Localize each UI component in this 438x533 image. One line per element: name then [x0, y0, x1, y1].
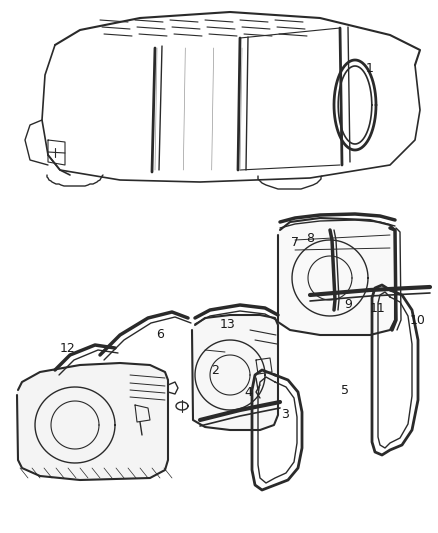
Text: 8: 8 — [306, 231, 314, 245]
Text: 3: 3 — [281, 408, 289, 422]
Text: 6: 6 — [156, 328, 164, 342]
Text: 7: 7 — [291, 237, 299, 249]
Text: 10: 10 — [410, 313, 426, 327]
Polygon shape — [192, 315, 278, 430]
Text: 9: 9 — [344, 298, 352, 311]
Text: 12: 12 — [60, 342, 76, 354]
Text: 2: 2 — [211, 364, 219, 376]
Text: 13: 13 — [220, 319, 236, 332]
Polygon shape — [278, 218, 395, 335]
Text: 4: 4 — [244, 386, 252, 400]
Polygon shape — [17, 363, 168, 480]
Text: 5: 5 — [341, 384, 349, 397]
Text: 1: 1 — [366, 61, 374, 75]
Text: 11: 11 — [370, 302, 386, 314]
